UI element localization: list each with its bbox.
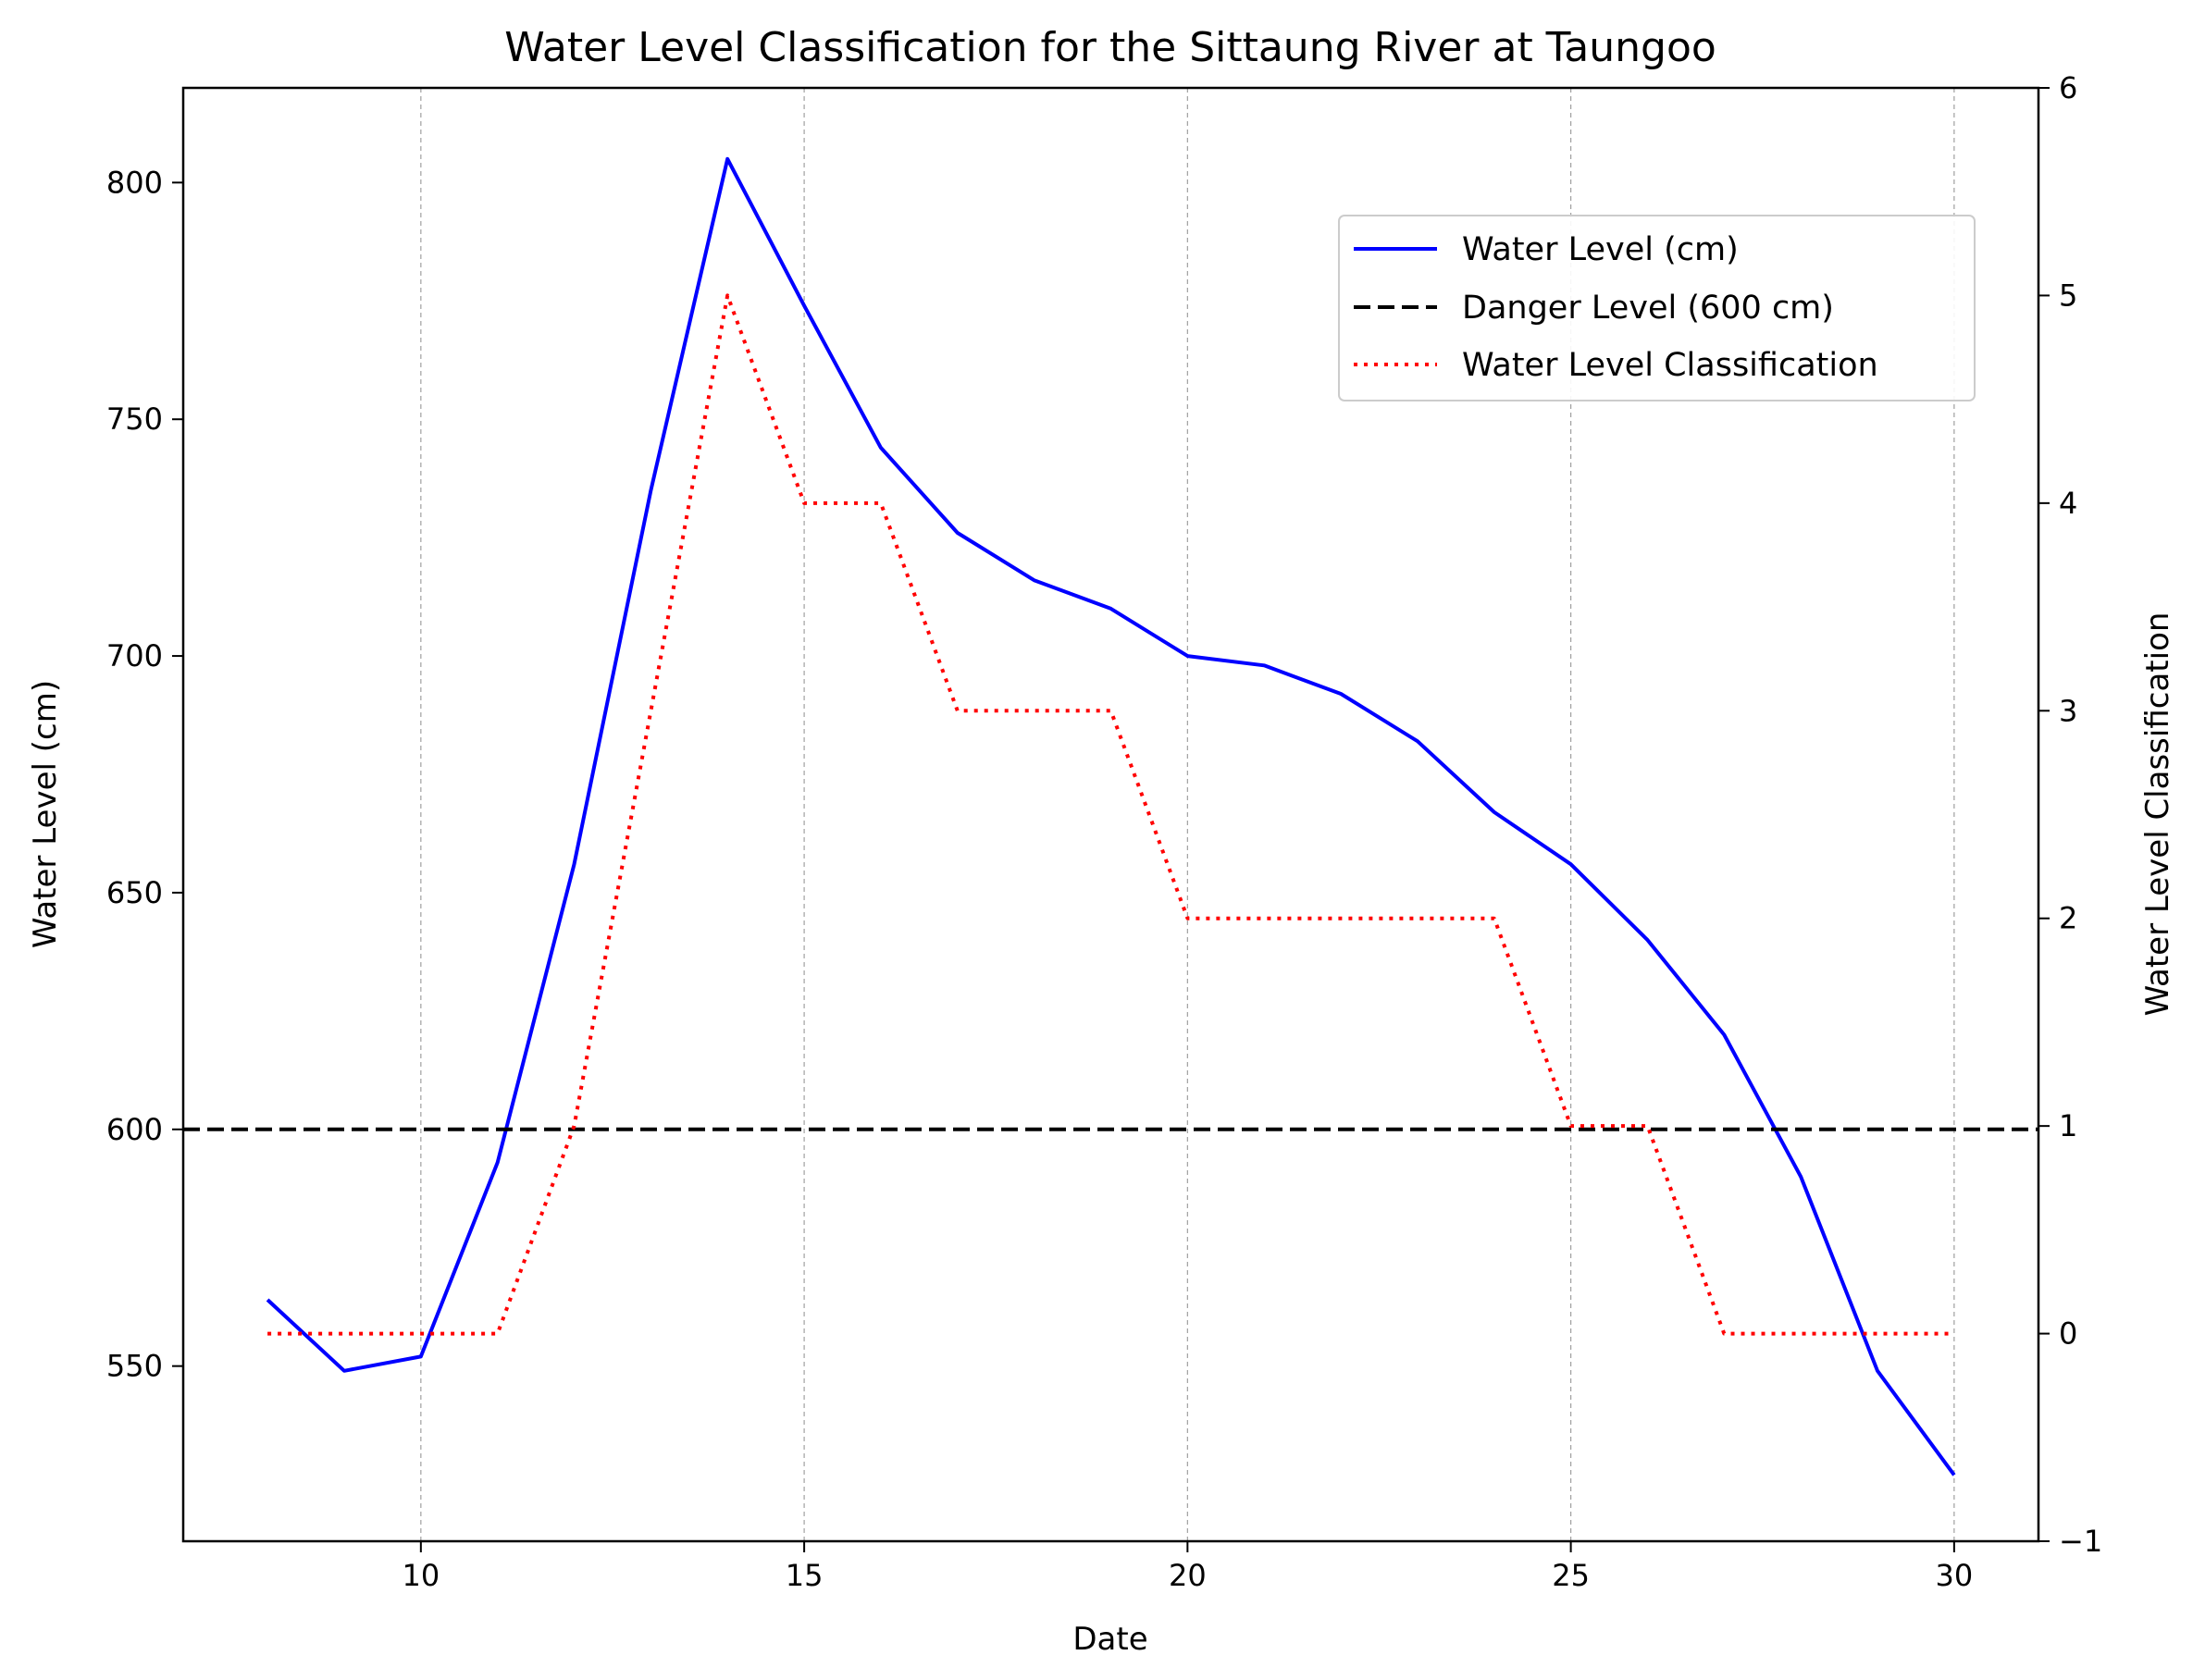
- x-tick-label: 25: [1552, 1558, 1590, 1593]
- tick-layer: 10 15 20 25 30 550 600 650 700 750 800 −1 0 1 2 3 4 5 6: [106, 70, 2102, 1593]
- series-line-0: [266, 156, 1956, 1476]
- chart-title: Water Level Classification for the Sitta…: [504, 24, 1716, 71]
- y-tick-label: 800: [106, 165, 163, 200]
- y-axis-label: Water Level (cm): [27, 680, 64, 948]
- series-layer: [183, 156, 2038, 1476]
- x-tick-label: 30: [1936, 1558, 1974, 1593]
- y-tick-label: 600: [106, 1112, 163, 1147]
- y2-tick-label: 1: [2059, 1108, 2077, 1143]
- legend: Water Level (cm) Danger Level (600 cm) W…: [1338, 215, 1976, 401]
- y-tick-label: 750: [106, 401, 163, 437]
- y2-axis-label: Water Level Classification: [2139, 612, 2176, 1017]
- x-tick-label: 15: [786, 1558, 824, 1593]
- y2-tick-label: 0: [2059, 1316, 2077, 1352]
- legend-label-water-level: Water Level (cm): [1462, 231, 1739, 268]
- x-tick-label: 10: [402, 1558, 440, 1593]
- y2-tick-label: 3: [2059, 693, 2077, 728]
- y-tick-label: 650: [106, 875, 163, 910]
- plot-frame: [181, 86, 2040, 1543]
- legend-box: [1338, 215, 1976, 401]
- y2-tick-label: 2: [2059, 901, 2077, 936]
- y2-tick-label: 6: [2059, 70, 2077, 105]
- x-tick-label: 20: [1169, 1558, 1207, 1593]
- y-tick-label: 700: [106, 638, 163, 673]
- y-tick-label: 550: [106, 1349, 163, 1384]
- y2-tick-label: −1: [2059, 1524, 2102, 1559]
- y2-tick-label: 4: [2059, 486, 2077, 521]
- series-line-2: [267, 293, 1954, 1336]
- y2-tick-label: 5: [2059, 278, 2077, 313]
- legend-label-danger-level: Danger Level (600 cm): [1462, 290, 1834, 327]
- legend-label-classification: Water Level Classification: [1462, 347, 1878, 384]
- x-axis-label: Date: [1072, 1621, 1147, 1658]
